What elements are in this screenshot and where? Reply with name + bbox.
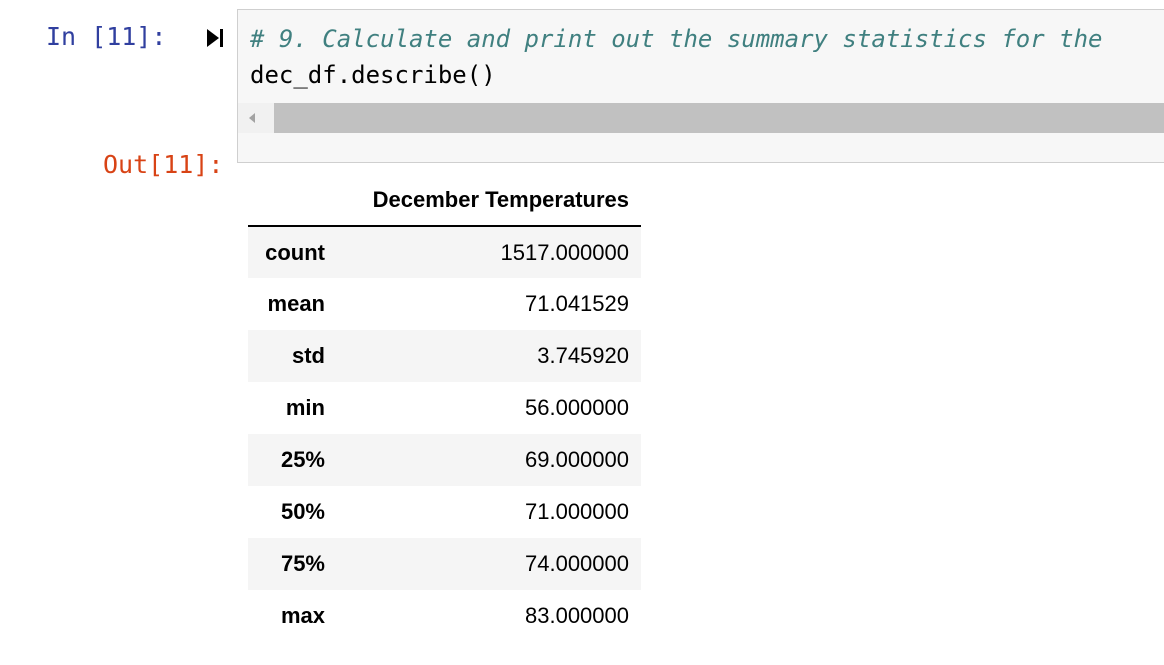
row-index-label: mean [267,291,325,316]
chevron-left-icon [249,113,255,123]
column-header: December Temperatures [338,174,641,227]
code-input-area[interactable]: # 9. Calculate and print out the summary… [237,9,1164,163]
row-value-cell: 56.000000 [525,395,629,420]
horizontal-scrollbar[interactable] [238,103,1164,133]
row-value-cell: 71.000000 [525,499,629,524]
row-index-label: min [285,395,325,420]
row-index-label: max [280,603,325,628]
table-row: max 83.000000 [248,590,641,642]
row-value-cell: 71.041529 [525,291,629,316]
table-row: 25% 69.000000 [248,434,641,486]
row-index-label: 25% [280,447,325,472]
row-value-cell: 83.000000 [525,603,629,628]
row-value-cell: 69.000000 [525,447,629,472]
row-index-label: 50% [280,499,325,524]
table-row: mean 71.041529 [248,278,641,330]
scroll-left-button[interactable] [238,103,268,133]
row-value-cell: 74.000000 [525,551,629,576]
scrollbar-thumb[interactable] [274,103,1164,133]
table-row: min 56.000000 [248,382,641,434]
row-index-label: std [292,343,325,368]
index-header [248,174,338,227]
row-index-label: 75% [280,551,325,576]
input-prompt: In [11]: [46,22,167,51]
code-comment-line: # 9. Calculate and print out the summary… [250,25,1103,53]
output-prompt: Out[11]: [103,150,224,179]
table-header-row: December Temperatures [248,174,641,227]
table-row: 50% 71.000000 [248,486,641,538]
dataframe-table: December Temperatures count 1517.000000 me… [248,174,641,642]
row-value-cell: 1517.000000 [500,239,629,265]
run-cell-icon[interactable] [204,27,226,49]
code-statement-line: dec_df.describe() [250,61,496,89]
table-row: count 1517.000000 [248,226,641,278]
row-index-label: count [265,239,325,265]
table-row: 75% 74.000000 [248,538,641,590]
table-row: std 3.745920 [248,330,641,382]
row-value-cell: 3.745920 [537,343,629,368]
